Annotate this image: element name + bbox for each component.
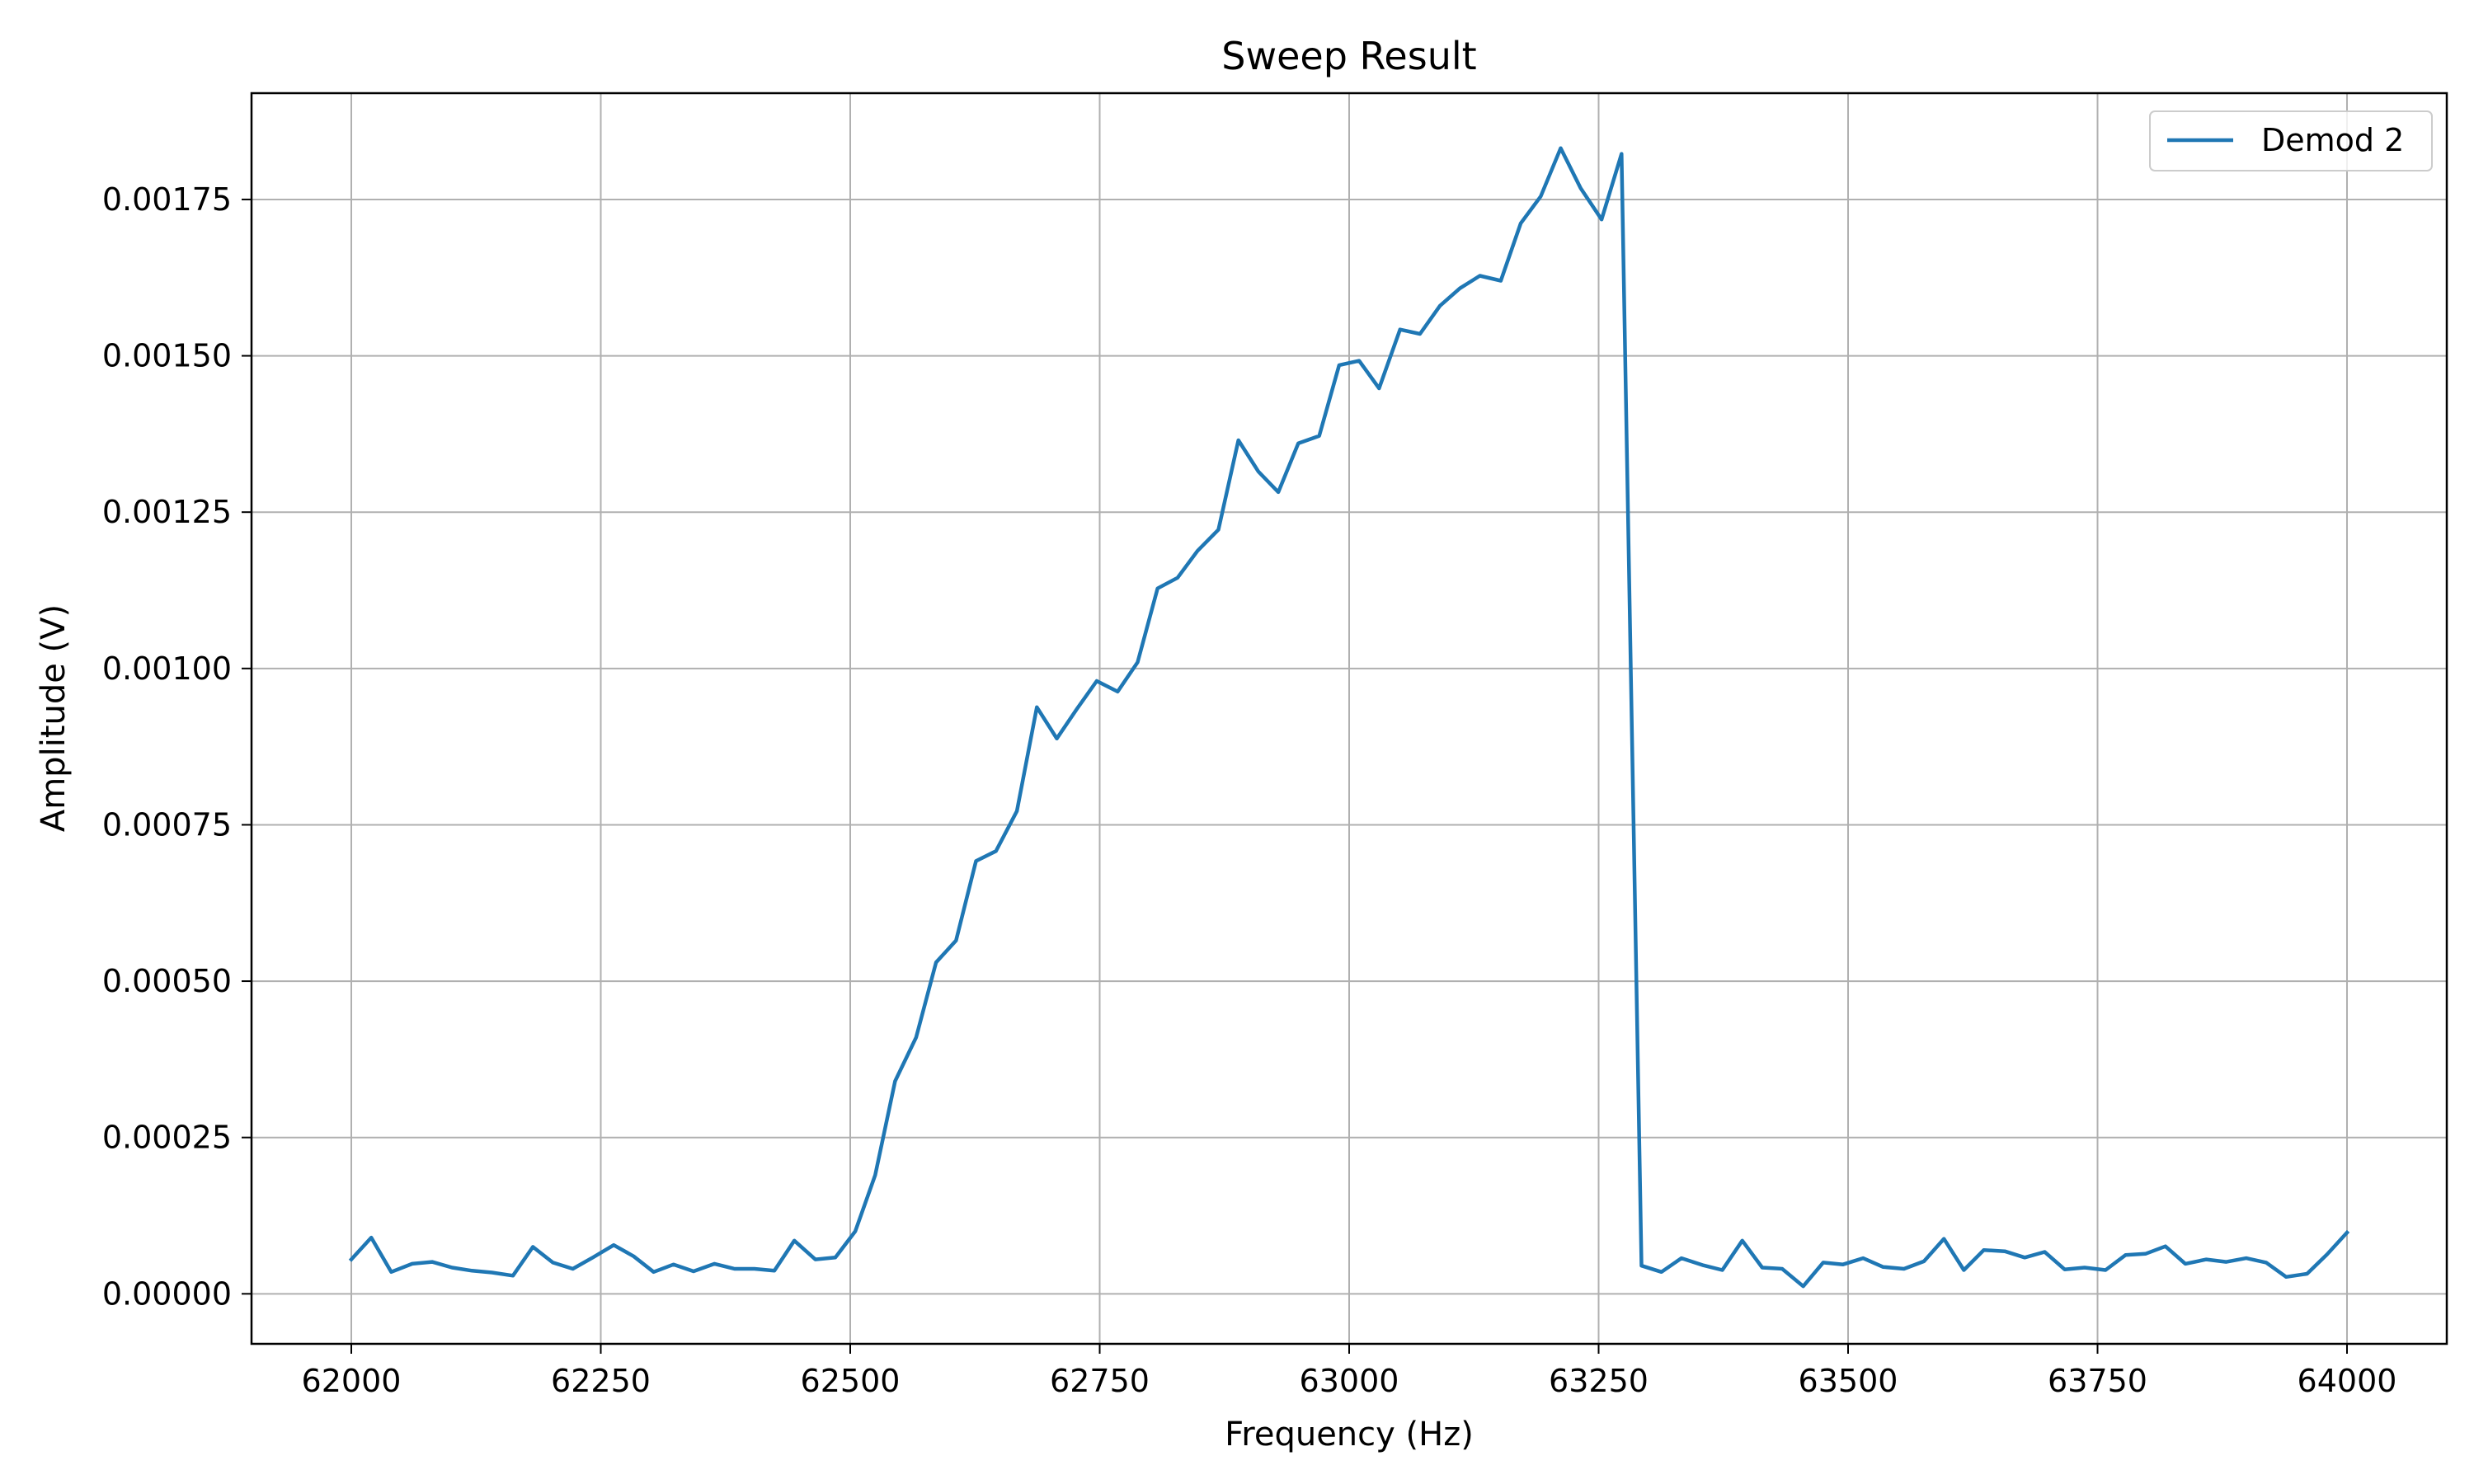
x-tick-label: 63750 bbox=[2048, 1363, 2147, 1399]
y-axis-ticks: 0.00000 0.00025 0.00050 0.00075 0.00100 0.001… bbox=[102, 181, 252, 1312]
legend-box bbox=[2149, 110, 2433, 171]
x-tick-label: 64000 bbox=[2298, 1363, 2397, 1399]
legend: Demod 2 bbox=[2149, 110, 2433, 171]
legend-label-demod-2: Demod 2 bbox=[2261, 122, 2404, 158]
series-layer bbox=[348, 146, 2350, 1289]
y-tick-label: 0.00150 bbox=[102, 338, 232, 374]
x-tick-label: 63000 bbox=[1300, 1363, 1399, 1399]
x-tick-label: 62000 bbox=[302, 1363, 402, 1399]
y-tick-label: 0.00000 bbox=[102, 1275, 232, 1312]
grid-lines bbox=[252, 93, 2447, 1344]
y-tick-label: 0.00025 bbox=[102, 1120, 232, 1156]
x-axis-ticks: 62000 62250 62500 62750 63000 63250 63500 63750… bbox=[302, 1344, 2397, 1399]
y-tick-label: 0.00125 bbox=[102, 494, 232, 530]
x-tick-label: 62250 bbox=[551, 1363, 651, 1399]
y-tick-label: 0.00175 bbox=[102, 181, 232, 218]
y-tick-label: 0.00100 bbox=[102, 650, 232, 687]
x-tick-label: 63500 bbox=[1799, 1363, 1898, 1399]
y-tick-label: 0.00075 bbox=[102, 806, 232, 843]
x-tick-label: 63250 bbox=[1549, 1363, 1649, 1399]
chart-title: Sweep Result bbox=[1221, 34, 1476, 78]
y-tick-label: 0.00050 bbox=[102, 963, 232, 999]
y-axis-label: Amplitude (V) bbox=[35, 604, 73, 832]
series-line-demod-2 bbox=[348, 146, 2350, 1289]
x-axis-label: Frequency (Hz) bbox=[1225, 1416, 1474, 1453]
x-tick-label: 62500 bbox=[801, 1363, 901, 1399]
x-tick-label: 62750 bbox=[1050, 1363, 1150, 1399]
